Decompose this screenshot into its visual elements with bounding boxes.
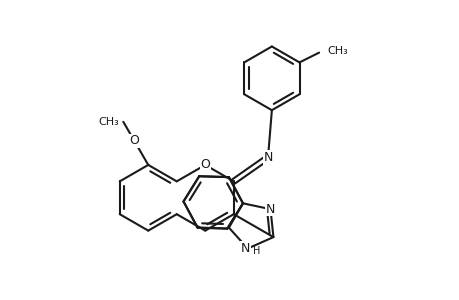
Text: CH₃: CH₃ bbox=[98, 117, 119, 127]
Text: N: N bbox=[241, 242, 250, 255]
Text: O: O bbox=[129, 134, 139, 147]
Text: CH₃: CH₃ bbox=[326, 46, 347, 56]
Text: H: H bbox=[252, 245, 259, 256]
Text: N: N bbox=[263, 151, 272, 164]
Text: N: N bbox=[265, 203, 274, 216]
Text: O: O bbox=[200, 158, 210, 171]
